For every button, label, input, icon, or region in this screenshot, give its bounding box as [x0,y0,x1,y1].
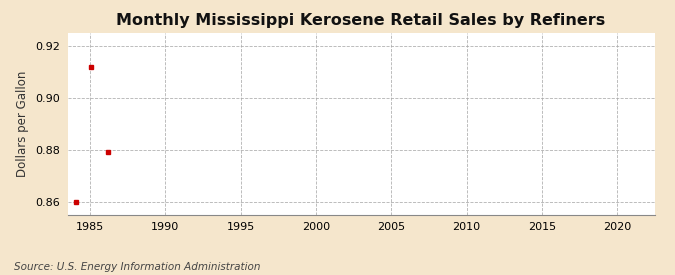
Y-axis label: Dollars per Gallon: Dollars per Gallon [16,71,30,177]
Title: Monthly Mississippi Kerosene Retail Sales by Refiners: Monthly Mississippi Kerosene Retail Sale… [117,13,605,28]
Text: Source: U.S. Energy Information Administration: Source: U.S. Energy Information Administ… [14,262,260,272]
